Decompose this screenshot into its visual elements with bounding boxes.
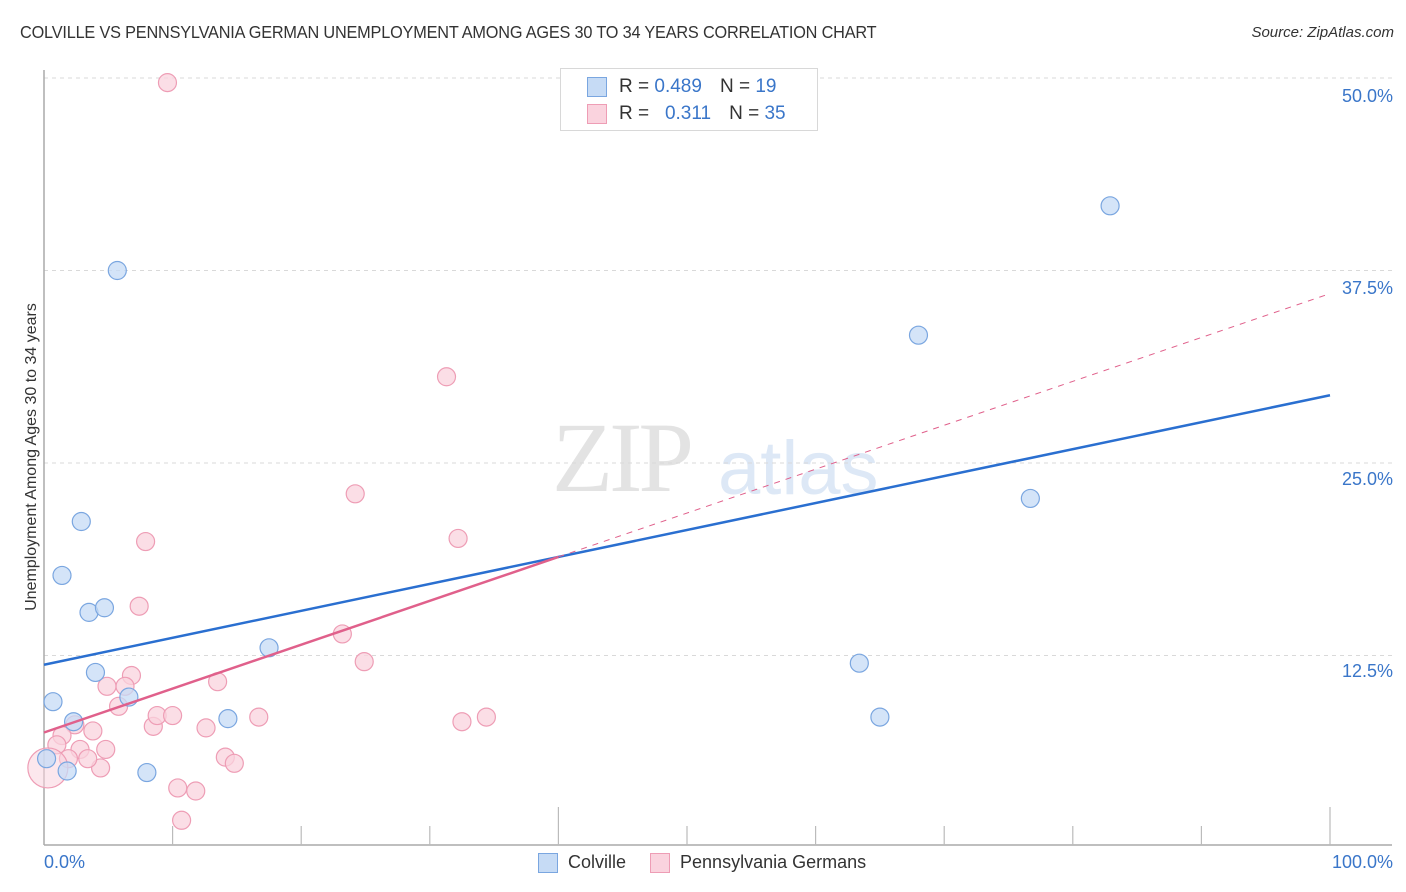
x-tick-100: 100.0% xyxy=(1331,852,1393,872)
pennsylvania-germans-point xyxy=(90,758,111,778)
colville-point xyxy=(36,749,57,769)
r-value: 0.489 xyxy=(654,76,702,97)
colville-point xyxy=(85,662,106,683)
y-tick-25: 25.0% xyxy=(1341,469,1393,489)
n-value: 35 xyxy=(764,103,786,124)
y-axis-label: Unemployment Among Ages 30 to 34 years xyxy=(23,303,40,611)
pennsylvania-germans-point xyxy=(172,810,192,830)
colville-swatch-icon xyxy=(538,852,558,873)
chart-title: COLVILLE VS PENNSYLVANIA GERMAN UNEMPLOY… xyxy=(20,22,877,42)
colville-point xyxy=(218,709,238,729)
colville-point xyxy=(94,598,115,618)
watermark-atlas: atlas xyxy=(718,426,879,511)
r-value: 0.311 xyxy=(664,103,712,124)
r-label: R = xyxy=(619,76,650,97)
pennsylvania-germans-point xyxy=(96,739,116,760)
colville-swatch-icon xyxy=(587,77,607,97)
pennsylvania-germans-trend-line xyxy=(43,555,559,734)
colville-point xyxy=(57,761,77,781)
source-label: Source: ZipAtlas.com xyxy=(1251,24,1394,41)
pennsylvania-germans-point xyxy=(186,781,206,801)
colville-point xyxy=(849,653,869,673)
colville-point xyxy=(1100,196,1120,216)
pennsylvania-germans-swatch-icon xyxy=(587,104,607,124)
watermark-zip: ZIP xyxy=(552,402,694,513)
pennsylvania-germans-swatch-icon xyxy=(650,852,671,873)
colville-point xyxy=(43,692,63,712)
pennsylvania-germans-point xyxy=(476,707,496,727)
pennsylvania-germans-trend-extension xyxy=(558,293,1331,558)
colville-point xyxy=(870,707,890,727)
y-tick-50: 50.0% xyxy=(1341,86,1393,106)
n-label: N = xyxy=(729,103,760,124)
pennsylvania-germans-point xyxy=(354,652,374,672)
colville-trend-line xyxy=(43,394,1331,666)
pennsylvania-germans-point xyxy=(83,721,103,741)
pennsylvania-germans-point xyxy=(129,596,149,616)
colville-point xyxy=(908,325,929,345)
n-value: 19 xyxy=(755,76,777,97)
legend-item-pennsylvania-germans[interactable]: Pennsylvania Germans xyxy=(650,852,866,873)
legend-row-colville: R = 0.489 N = 19 xyxy=(587,75,776,99)
pennsylvania-germans-point xyxy=(163,705,183,726)
colville-point xyxy=(107,260,127,281)
pennsylvania-germans-point xyxy=(196,718,216,738)
pennsylvania-germans-point xyxy=(436,367,457,387)
colville-point xyxy=(71,511,91,532)
pennsylvania-germans-point xyxy=(345,484,365,504)
correlation-legend: R = 0.489 N = 19 R = 0.311 N = 35 xyxy=(560,68,818,131)
y-tick-12-5: 12.5% xyxy=(1341,661,1393,681)
legend-row-pennsylvania-germans: R = 0.311 N = 35 xyxy=(587,102,786,126)
pennsylvania-germans-point xyxy=(448,528,468,549)
series-legend: Colville Pennsylvania Germans xyxy=(538,852,890,873)
colville-point xyxy=(1020,488,1040,509)
legend-label-colville: Colville xyxy=(568,852,627,872)
pennsylvania-germans-point xyxy=(135,531,156,552)
pennsylvania-germans-point xyxy=(452,712,472,732)
legend-item-colville[interactable]: Colville xyxy=(538,852,626,873)
pennsylvania-germans-point xyxy=(157,73,178,93)
r-label: R = xyxy=(619,103,650,124)
y-tick-37-5: 37.5% xyxy=(1341,278,1393,298)
n-label: N = xyxy=(719,76,751,97)
pennsylvania-germans-point xyxy=(168,778,188,798)
x-tick-0: 0.0% xyxy=(44,852,86,872)
colville-point xyxy=(52,565,72,586)
pennsylvania-germans-point xyxy=(224,753,244,773)
colville-point xyxy=(137,762,157,783)
legend-label-pennsylvania-germans: Pennsylvania Germans xyxy=(680,852,867,872)
pennsylvania-germans-point xyxy=(78,749,98,769)
pennsylvania-germans-point xyxy=(249,707,269,727)
